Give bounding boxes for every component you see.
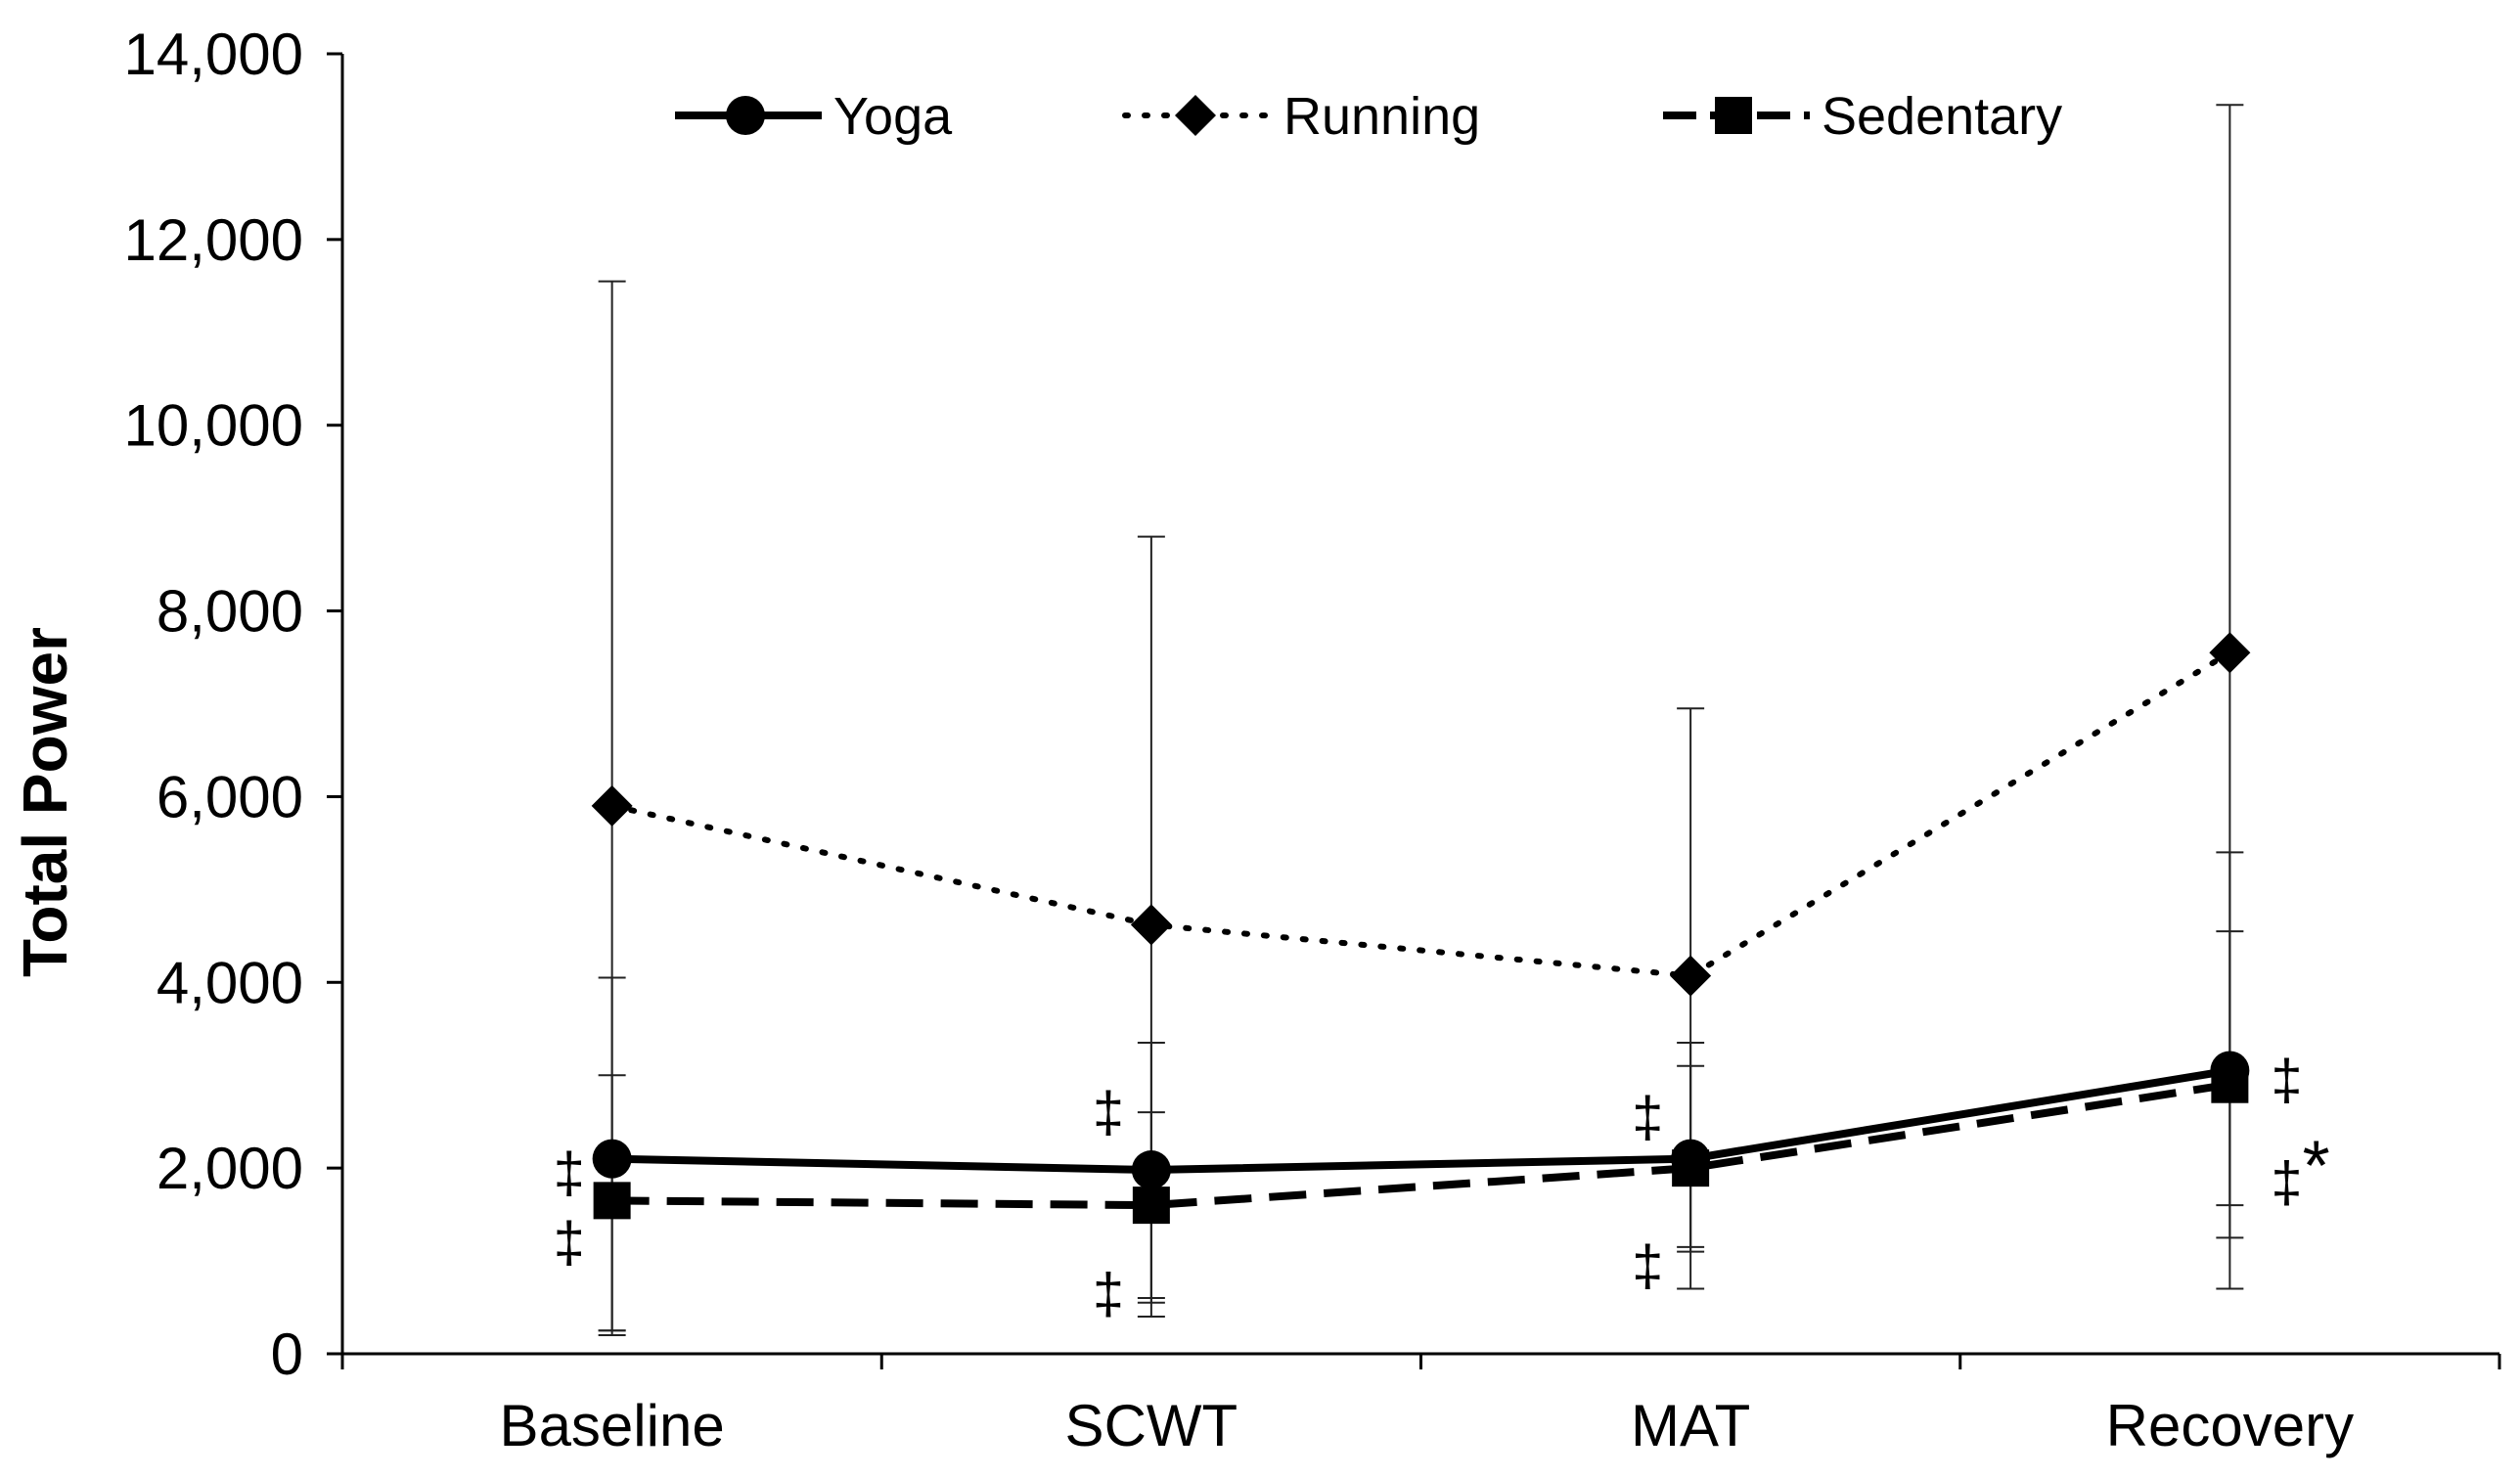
significance-annotation: ‡ [1632, 1234, 1663, 1298]
y-tick-label: 8,000 [157, 579, 303, 645]
legend-marker-running [1175, 95, 1216, 136]
significance-annotation: ‡ [554, 1211, 585, 1275]
y-tick-label: 2,000 [157, 1136, 303, 1201]
legend-marker-sedentary [1715, 97, 1752, 134]
y-tick-label: 12,000 [123, 207, 303, 273]
data-point-sedentary [1672, 1149, 1710, 1187]
series-lines [608, 649, 2233, 1210]
significance-annotation: ‡ [554, 1142, 585, 1205]
significance-annotation: ‡ [1632, 1086, 1663, 1149]
x-tick-label: Recovery [2106, 1393, 2354, 1458]
data-point-sedentary [593, 1182, 631, 1220]
data-point-yoga [592, 1139, 632, 1179]
y-tick-label: 6,000 [157, 764, 303, 829]
series-line-running [608, 649, 2233, 979]
data-point-running [1670, 955, 1712, 997]
data-point-sedentary [1132, 1187, 1170, 1225]
series-line-yoga [611, 1066, 2231, 1175]
axes: 0 2,000 4,000 6,000 8,000 10,000 12,000 14,000 B… [123, 22, 2501, 1458]
data-point-running [1130, 904, 1172, 946]
y-tick-label: 14,000 [123, 22, 303, 87]
y-axis-label: Total Power [10, 627, 80, 977]
y-tick-label: 10,000 [123, 393, 303, 459]
series-markers [591, 632, 2251, 1225]
significance-annotation: ‡ [2271, 1049, 2302, 1112]
y-tick-label: 4,000 [157, 950, 303, 1015]
x-tick-label: SCWT [1065, 1393, 1238, 1458]
x-tick-label: Baseline [500, 1393, 725, 1458]
y-tick-label: 0 [271, 1321, 303, 1387]
series-line-sedentary [611, 1080, 2230, 1210]
significance-annotation: ‡* [2271, 1127, 2329, 1214]
legend-label-yoga: Yoga [833, 87, 953, 146]
legend-marker-yoga [726, 96, 765, 135]
error-bars [598, 104, 2244, 1337]
legend-label-running: Running [1283, 87, 1480, 146]
data-point-sedentary [2211, 1065, 2249, 1103]
annotations: ‡‡‡‡‡‡‡‡* [554, 1049, 2330, 1325]
x-tick-label: MAT [1631, 1393, 1750, 1458]
data-point-yoga [1131, 1150, 1171, 1190]
significance-annotation: ‡ [1093, 1262, 1124, 1325]
significance-annotation: ‡ [1093, 1081, 1124, 1144]
legend: Yoga Running Sedentary [675, 87, 2062, 146]
data-point-running [2209, 632, 2251, 674]
legend-label-sedentary: Sedentary [1822, 87, 2062, 146]
data-point-running [591, 784, 633, 827]
